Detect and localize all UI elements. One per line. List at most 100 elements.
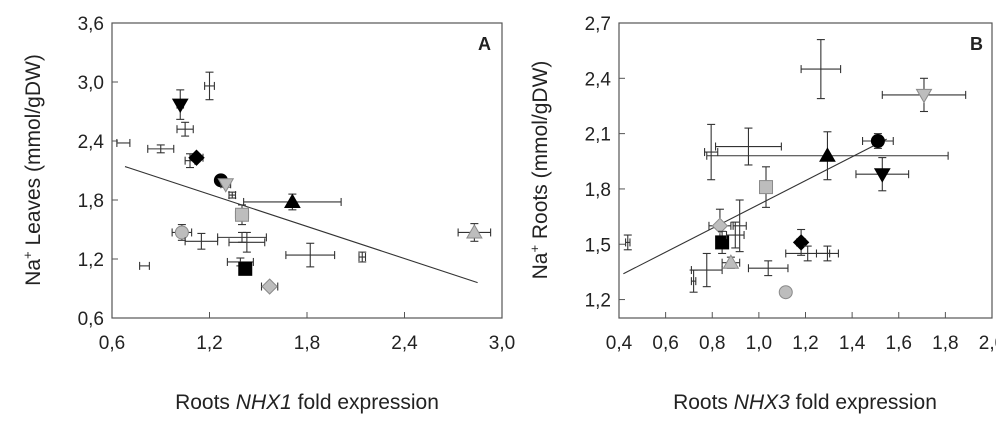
- panel-a-points: [116, 71, 492, 295]
- panel-a-data-point: [228, 231, 266, 253]
- panel-a-y-axis-title: Na+ Leaves (mmol/gDW): [20, 54, 45, 286]
- panel-b-data-point: [690, 252, 723, 288]
- panel-a-y-tick-label: 3,6: [78, 14, 104, 35]
- panel-b-data-point: [855, 157, 910, 192]
- panel-a-marker-triangle-up: [466, 223, 483, 239]
- panel-a-marker-square: [238, 261, 253, 276]
- panel-b-marker-triangle-down: [915, 88, 933, 104]
- panel-a-data-point: [234, 204, 250, 226]
- panel-a-data-point: [139, 261, 150, 270]
- panel-a-marker-diamond: [188, 149, 205, 166]
- panel-b-x-tick-label: 0,8: [699, 333, 725, 354]
- panel-a-x-tick-label: 2,4: [391, 333, 418, 354]
- panel-a-xlabel-pre: Roots: [175, 391, 236, 414]
- panel-b-points: [623, 39, 967, 300]
- panel-a-trendline-group: [124, 166, 478, 284]
- panel-b-x-tick-label: 1,0: [746, 333, 772, 354]
- panel-b-marker-triangle-down: [873, 168, 891, 183]
- panel-b-ticks: 0,4 0,6 0,8 1,0 1,2 1,4 1,6 1,8 2,0 1,2 1,5 1,8 2,1 2…: [585, 14, 996, 354]
- panel-b-data-point: [759, 166, 774, 208]
- panel-b-marker-triangle-up: [819, 147, 836, 162]
- panel-b-x-axis-title: Roots NHX3 fold expression: [673, 391, 937, 414]
- panel-b-trendline: [623, 138, 887, 275]
- panel-a-marker-triangle-down: [217, 178, 235, 193]
- panel-b-y-axis-title: Na+ Roots (mmol/gDW): [527, 61, 552, 280]
- panel-b-y-tick-label: 2,7: [585, 14, 611, 35]
- panel-b-data-point: [706, 131, 949, 181]
- panel-b-data-point: [881, 77, 967, 113]
- panel-b-y-tick-label: 2,4: [585, 69, 612, 90]
- panel-b-data-point: [714, 127, 782, 166]
- panel-a-y-tick-label: 2,4: [78, 132, 105, 153]
- panel-a-ylabel-post: Leaves (mmol/gDW): [22, 54, 45, 251]
- panel-a-data-point: [184, 232, 219, 250]
- panel-b-data-point: [861, 133, 894, 149]
- panel-a-plot-frame: [111, 22, 503, 319]
- panel-a-data-point: [171, 89, 189, 120]
- panel-a-data-point: [171, 224, 193, 241]
- panel-a-data-point: [243, 193, 342, 211]
- panel-b-letter: B: [970, 34, 983, 54]
- panel-a-data-point: [228, 191, 237, 200]
- panel-b-y-tick-label: 1,8: [585, 180, 611, 201]
- panel-b-data-point: [708, 208, 732, 243]
- panel-a-data-point: [358, 251, 367, 263]
- panel-b-marker-diamond: [792, 234, 810, 251]
- panel-a-data-point: [457, 223, 492, 242]
- panel-b-marker-circle: [778, 285, 793, 300]
- panel-b-marker-circle: [870, 134, 885, 148]
- panel-a-trendline: [124, 166, 478, 284]
- panel-a-chart: A 0,6 1,2 1,8 2,4 3,0 0,6 1,2 1,8 2,4 3,0 3,6 Root…: [20, 14, 515, 414]
- panel-b-plot-frame: [618, 22, 993, 319]
- panel-b-data-point: [747, 260, 789, 277]
- panel-b-data-point: [800, 39, 842, 100]
- panel-a-data-point: [147, 144, 175, 154]
- panel-a-marker-diamond: [261, 278, 278, 295]
- panel-b-marker-square: [715, 235, 730, 250]
- panel-a-y-tick-label: 0,6: [78, 309, 104, 330]
- panel-b-chart: B 0,4 0,6 0,8 1,0 1,2 1,4 1,6 1,8 2,0 1,2 1,5 1,8 2,…: [527, 14, 996, 414]
- panel-b-x-tick-label: 2,0: [979, 333, 996, 354]
- panel-b-x-tick-label: 1,2: [792, 333, 818, 354]
- panel-b-y-tick-label: 1,2: [585, 291, 611, 312]
- panel-a-letter: A: [478, 34, 491, 54]
- panel-a-data-point: [176, 121, 194, 137]
- panel-b-marker-diamond: [711, 217, 729, 235]
- panel-b-xlabel-gene: NHX3: [734, 391, 790, 414]
- panel-b-data-point: [623, 234, 632, 251]
- panel-b-y-tick-label: 1,5: [585, 235, 611, 256]
- panel-a-marker-square: [235, 207, 249, 222]
- panel-a-data-point: [116, 138, 131, 147]
- panel-a-data-point: [285, 242, 336, 268]
- panel-a-data-point: [260, 278, 279, 295]
- panel-b-y-tick-label: 2,1: [585, 125, 611, 146]
- panel-b-xlabel-post: fold expression: [790, 391, 937, 414]
- panel-a-marker-triangle-down: [171, 98, 189, 114]
- panel-b-ylabel-sup: +: [527, 245, 542, 253]
- panel-b-marker-square: [759, 180, 774, 195]
- panel-a-data-point: [217, 178, 235, 193]
- panel-a-x-tick-label: 0,6: [99, 333, 125, 354]
- panel-a-ticks: 0,6 1,2 1,8 2,4 3,0 0,6 1,2 1,8 2,4 3,0 3,6: [78, 14, 516, 354]
- panel-a-x-tick-label: 3,0: [489, 333, 515, 354]
- panel-a-data-point: [204, 71, 215, 101]
- panel-a-y-tick-label: 1,2: [78, 250, 104, 271]
- panel-b-data-point: [732, 199, 747, 253]
- panel-b-data-point: [721, 254, 741, 269]
- panel-a-marker-triangle-up: [284, 193, 301, 208]
- panel-b-ylabel-pre: Na: [529, 252, 552, 279]
- panel-b-data-point: [715, 230, 730, 255]
- panel-b-x-tick-label: 1,6: [886, 333, 912, 354]
- panel-a-data-point: [238, 261, 253, 276]
- panel-a-x-tick-label: 1,2: [196, 333, 222, 354]
- panel-a-x-tick-label: 1,8: [294, 333, 320, 354]
- panel-b-x-tick-label: 0,6: [652, 333, 678, 354]
- panel-b-marker-triangle-up: [722, 254, 740, 269]
- panel-b-xlabel-pre: Roots: [673, 391, 734, 414]
- panel-b-data-point: [689, 269, 698, 293]
- panel-b-data-point: [815, 245, 839, 262]
- panel-a-marker-circle: [174, 225, 189, 240]
- panel-a-y-tick-label: 1,8: [78, 191, 104, 212]
- panel-b-x-tick-label: 1,4: [839, 333, 866, 354]
- panel-b-x-tick-label: 0,4: [606, 333, 633, 354]
